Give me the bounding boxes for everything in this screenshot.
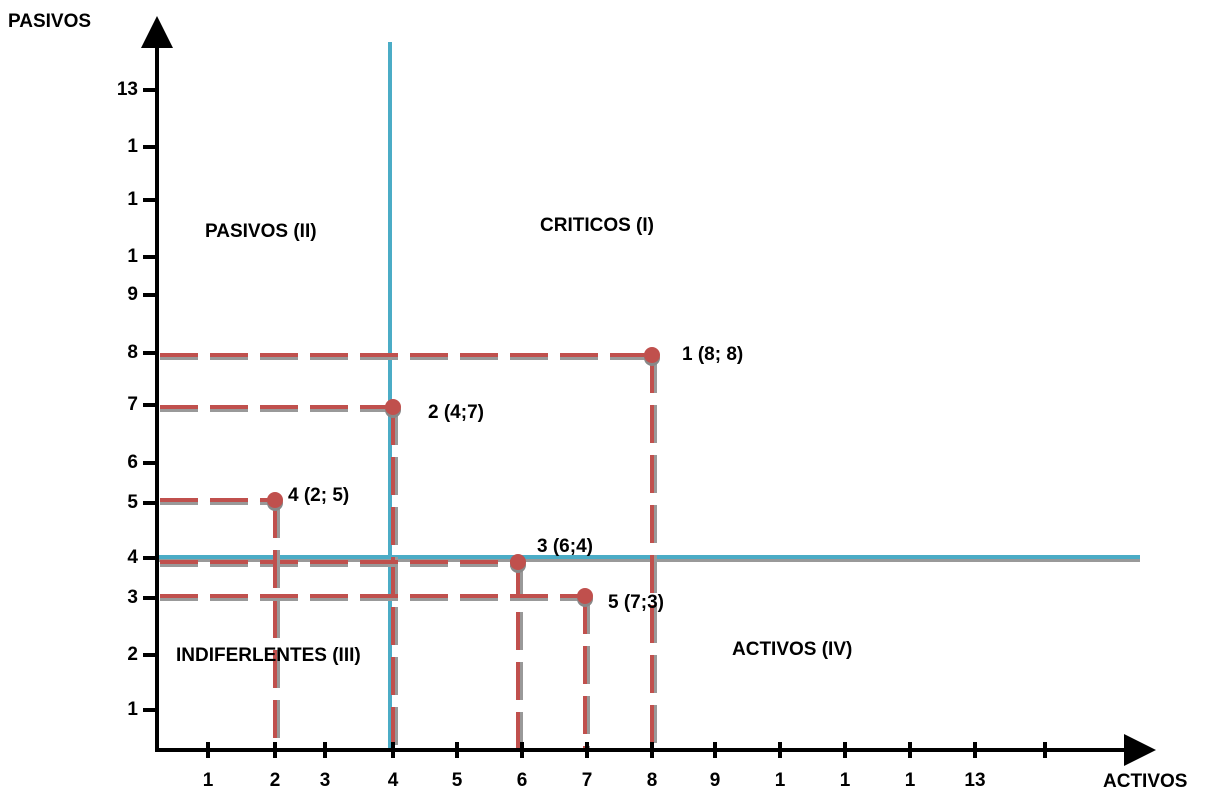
point (510, 554, 526, 570)
y-tick-label: 8 (127, 342, 138, 363)
y-tick-label: 9 (127, 284, 138, 305)
y-axis-title: PASIVOS (8, 11, 91, 32)
y-tick-label: 1 (127, 246, 138, 267)
x-tick-label: 9 (710, 770, 721, 791)
quadrant-label: CRITICOS (I) (540, 215, 654, 236)
x-tick-label: 1 (203, 770, 214, 791)
x-tick-label: 4 (388, 770, 399, 791)
x-tick-label: 2 (270, 770, 281, 791)
x-tick-label: 8 (647, 770, 658, 791)
point-label: 2 (4;7) (428, 402, 484, 423)
y-tick-label: 3 (127, 587, 138, 608)
x-tick-label: 3 (320, 770, 331, 791)
x-tick-label: 7 (582, 770, 593, 791)
point-label: 5 (7;3) (608, 592, 664, 613)
guides (160, 353, 657, 750)
point (577, 588, 593, 604)
y-tick-label: 2 (127, 644, 138, 665)
quadrant-label: INDIFERLENTES (III) (176, 645, 361, 666)
quadrant-label: PASIVOS (II) (205, 221, 317, 242)
x-tick-label: 5 (452, 770, 463, 791)
point-label: 1 (8; 8) (682, 344, 743, 365)
x-axis-title: ACTIVOS (1103, 771, 1187, 792)
y-tick-label: 6 (127, 452, 138, 473)
x-tick-label: 6 (517, 770, 528, 791)
point-label: 3 (6;4) (537, 536, 593, 557)
point (267, 492, 283, 508)
y-tick-label: 7 (127, 394, 138, 415)
y-tick-label: 4 (127, 547, 138, 568)
y-tick-label: 5 (127, 492, 138, 513)
x-tick-label: 1 (905, 770, 916, 791)
x-tick-label: 13 (964, 770, 985, 791)
x-tick-label: 1 (775, 770, 786, 791)
y-tick-label: 1 (127, 699, 138, 720)
y-tick-label: 1 (127, 136, 138, 157)
quadrant-label: ACTIVOS (IV) (732, 639, 852, 660)
x-tick-label: 1 (840, 770, 851, 791)
point (644, 347, 660, 363)
point-label: 4 (2; 5) (288, 485, 349, 506)
y-tick-label: 13 (117, 79, 138, 100)
point (385, 399, 401, 415)
y-tick-label: 1 (127, 189, 138, 210)
